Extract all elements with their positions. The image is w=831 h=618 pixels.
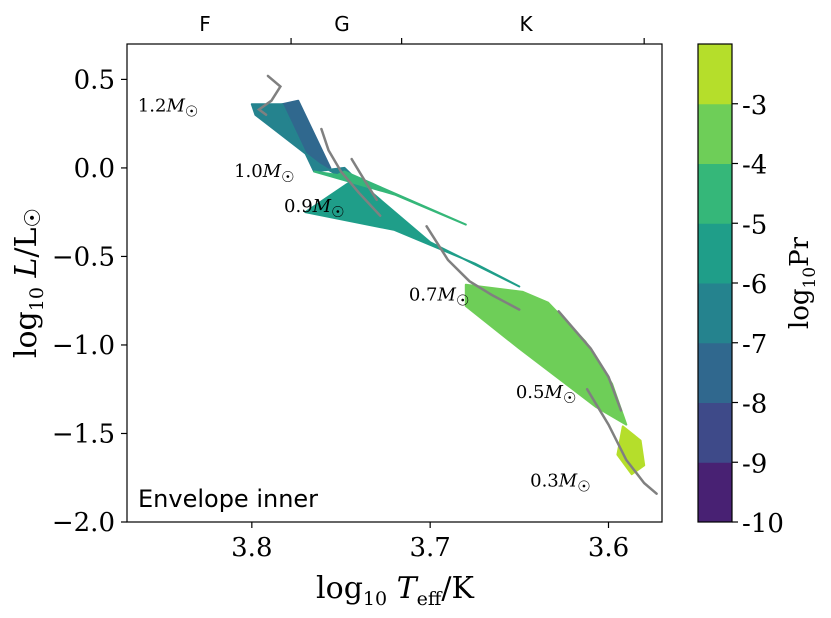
x-axis-label-T: T [387,571,419,606]
mass-label-1: 1.0M☉ [234,161,295,186]
y-tick-label: −2.0 [52,508,115,538]
mass-label-0: 1.2M☉ [138,95,199,120]
x-tick-label: 3.6 [588,533,629,563]
x-axis-label: log10 Teff/K [316,571,474,610]
y-tick-label: −0.5 [52,242,115,272]
x-axis-ticks: 3.8 3.7 3.6 [231,522,629,563]
svg-text:log10Pr: log10Pr [785,236,820,329]
y-axis-ticks: 0.5 0.0 −0.5 −1.0 −1.5 −2.0 [52,65,127,538]
mass-label-4: 0.5M☉ [516,382,577,407]
mass-label-5: 0.3M☉ [530,471,591,496]
track-line-5 [585,387,658,495]
spectral-type-label: F [199,12,211,36]
mass-labels: 1.2M☉ 1.0M☉ 0.9M☉ 0.7M☉ 0.5M☉ 0.3M☉ [138,95,591,495]
region-band-3 [616,425,646,476]
colorbar-segment [698,283,732,344]
y-tick-label: 0.5 [74,65,115,95]
plot-area [126,43,663,523]
spectral-type-label: G [334,12,350,36]
track-line-4 [557,310,623,412]
colorbar-tick-label: -4 [742,151,767,181]
y-tick-label: −1.0 [52,331,115,361]
colorbar: -10 -9 -8 -7 -6 -5 -4 -3 [697,43,784,539]
colorbar-segment [698,462,732,523]
track-line-1 [320,127,382,217]
colorbar-tick-label: -7 [742,330,767,360]
colorbar-segment [698,342,732,403]
colorbar-segment [698,402,732,463]
track-line-3 [425,225,521,311]
x-axis-label-unit: /K [441,571,474,606]
x-tick-label: 3.8 [231,533,272,563]
region-band-5-4 [313,170,467,226]
colorbar-tick-label: -3 [742,91,767,121]
track-lines [256,74,658,495]
colorbar-segment [698,163,732,224]
y-tick-label: 0.0 [74,154,115,184]
colorbar-segment [698,223,732,284]
x-axis-label-eff: eff [417,588,443,610]
y-tick-label: −1.5 [52,419,115,449]
colorbar-tick-label: -5 [742,210,767,240]
colorbar-segment [698,103,732,164]
colorbar-tick-label: -10 [742,509,784,539]
spectral-type-label: K [519,12,533,36]
x-axis-label-log: log [316,571,363,606]
region-band-6-5 [304,177,521,288]
svg-text:log10 L/L☉: log10 L/L☉ [9,208,48,358]
panel-label: Envelope inner [138,485,318,513]
colorbar-tick-label: -8 [742,390,767,420]
track-line-2 [350,157,378,202]
colorbar-tick-label: -6 [742,270,767,300]
y-axis-label: log10 L/L☉ [9,208,48,358]
colorbar-tick-label: -9 [742,449,767,479]
x-axis-label-sub: 10 [363,588,387,610]
mass-label-2: 0.9M☉ [284,196,345,221]
colorbar-label: log10Pr [785,236,820,329]
track-line-0 [256,74,283,117]
mass-label-3: 0.7M☉ [409,285,470,310]
colorbar-segment [698,44,732,105]
x-tick-label: 3.7 [409,533,450,563]
